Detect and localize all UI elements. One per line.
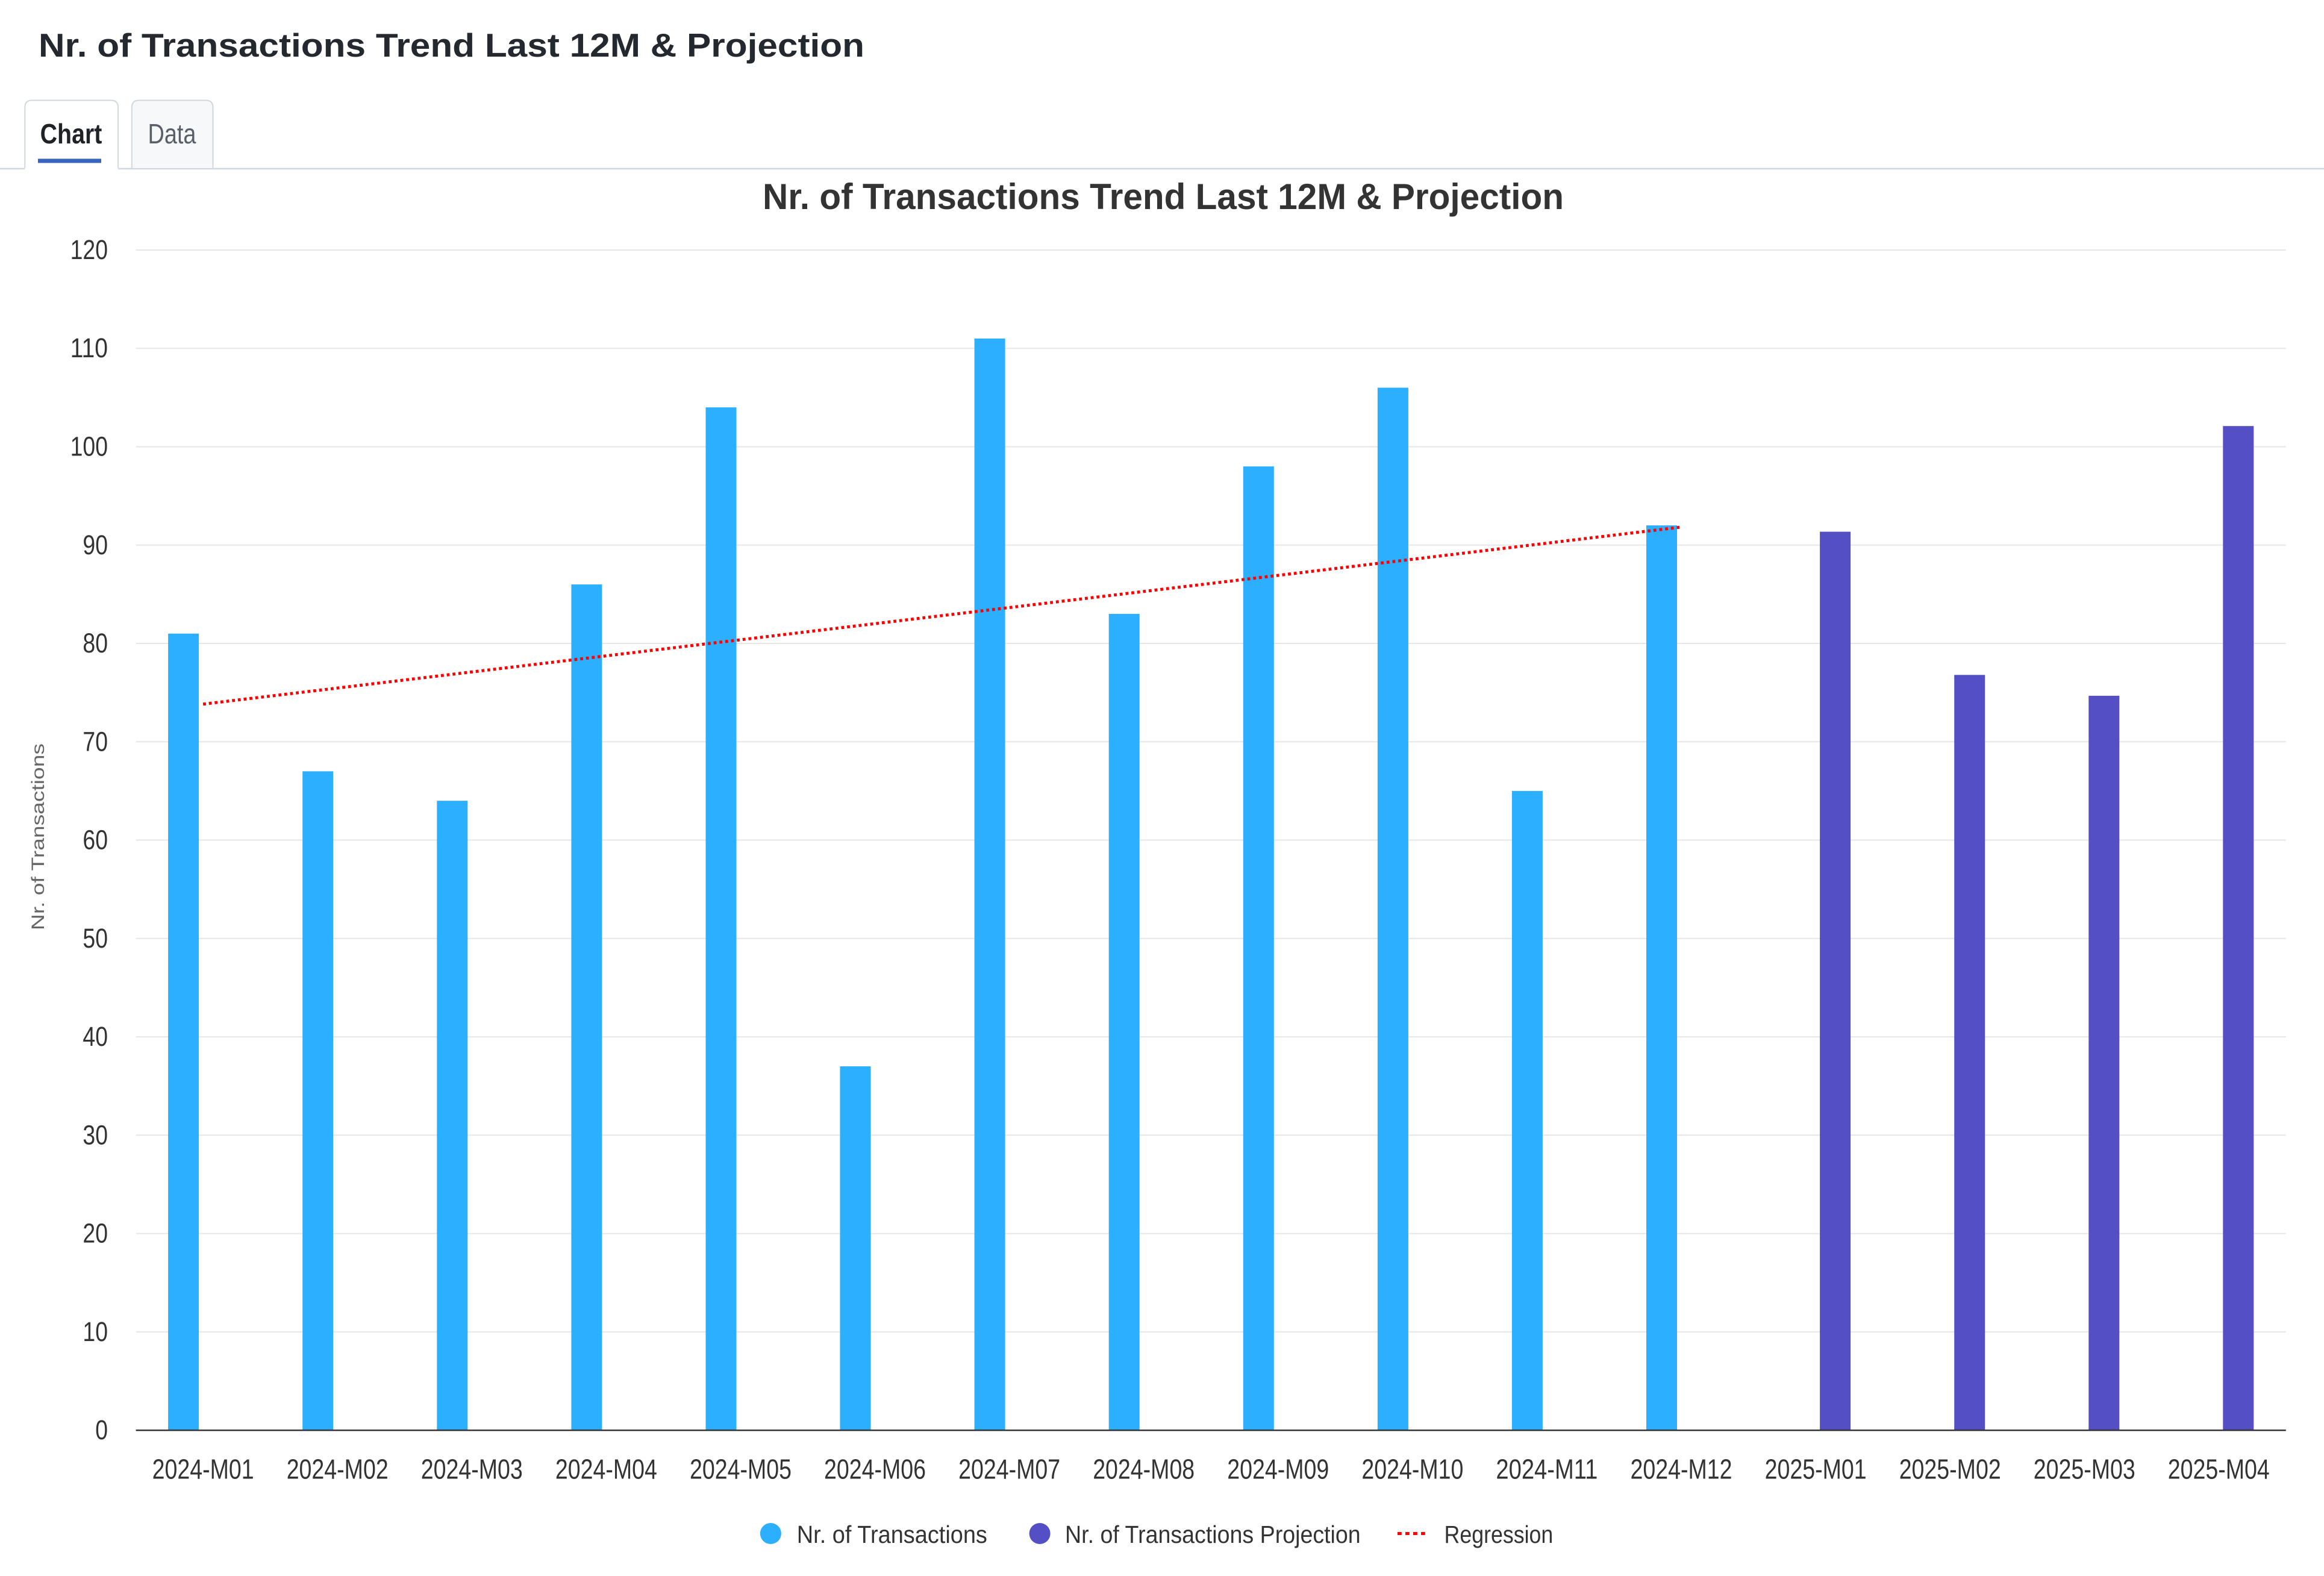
svg-text:70: 70 bbox=[83, 726, 108, 757]
svg-text:2025-M02: 2025-M02 bbox=[1899, 1453, 2001, 1484]
svg-text:Nr. of Transactions Trend Last: Nr. of Transactions Trend Last 12M & Pro… bbox=[763, 177, 1564, 217]
svg-text:110: 110 bbox=[70, 333, 108, 363]
svg-text:100: 100 bbox=[70, 431, 108, 462]
svg-text:2024-M09: 2024-M09 bbox=[1227, 1453, 1329, 1484]
svg-text:Data: Data bbox=[148, 118, 196, 149]
svg-text:2024-M12: 2024-M12 bbox=[1631, 1453, 1732, 1484]
svg-text:120: 120 bbox=[70, 234, 108, 265]
svg-text:2025-M04: 2025-M04 bbox=[2168, 1453, 2270, 1484]
svg-text:20: 20 bbox=[83, 1218, 108, 1249]
svg-text:40: 40 bbox=[83, 1021, 108, 1052]
svg-text:2024-M11: 2024-M11 bbox=[1496, 1453, 1598, 1484]
svg-text:10: 10 bbox=[83, 1316, 108, 1347]
svg-text:Regression: Regression bbox=[1445, 1521, 1554, 1548]
svg-text:2024-M01: 2024-M01 bbox=[152, 1453, 254, 1484]
svg-text:2024-M06: 2024-M06 bbox=[824, 1453, 926, 1484]
svg-text:2024-M04: 2024-M04 bbox=[555, 1453, 657, 1484]
svg-text:60: 60 bbox=[83, 825, 108, 855]
svg-text:50: 50 bbox=[83, 923, 108, 954]
svg-text:Nr. of Transactions: Nr. of Transactions bbox=[797, 1521, 987, 1548]
svg-text:Chart: Chart bbox=[40, 118, 102, 149]
svg-text:2024-M08: 2024-M08 bbox=[1093, 1453, 1195, 1484]
svg-text:2025-M03: 2025-M03 bbox=[2034, 1453, 2135, 1484]
svg-text:2024-M07: 2024-M07 bbox=[958, 1453, 1060, 1484]
svg-text:2024-M05: 2024-M05 bbox=[690, 1453, 792, 1484]
svg-text:Nr. of Transactions Projection: Nr. of Transactions Projection bbox=[1065, 1521, 1361, 1548]
svg-text:2024-M10: 2024-M10 bbox=[1361, 1453, 1463, 1484]
svg-text:2025-M01: 2025-M01 bbox=[1765, 1453, 1867, 1484]
svg-text:80: 80 bbox=[83, 628, 108, 658]
svg-text:90: 90 bbox=[83, 530, 108, 560]
svg-text:2024-M03: 2024-M03 bbox=[421, 1453, 523, 1484]
svg-text:0: 0 bbox=[95, 1415, 108, 1445]
svg-text:30: 30 bbox=[83, 1119, 108, 1150]
svg-text:Nr. of Transactions: Nr. of Transactions bbox=[28, 743, 48, 930]
svg-text:2024-M02: 2024-M02 bbox=[287, 1453, 389, 1484]
svg-text:Nr. of Transactions Trend Last: Nr. of Transactions Trend Last 12M & Pro… bbox=[39, 27, 864, 64]
